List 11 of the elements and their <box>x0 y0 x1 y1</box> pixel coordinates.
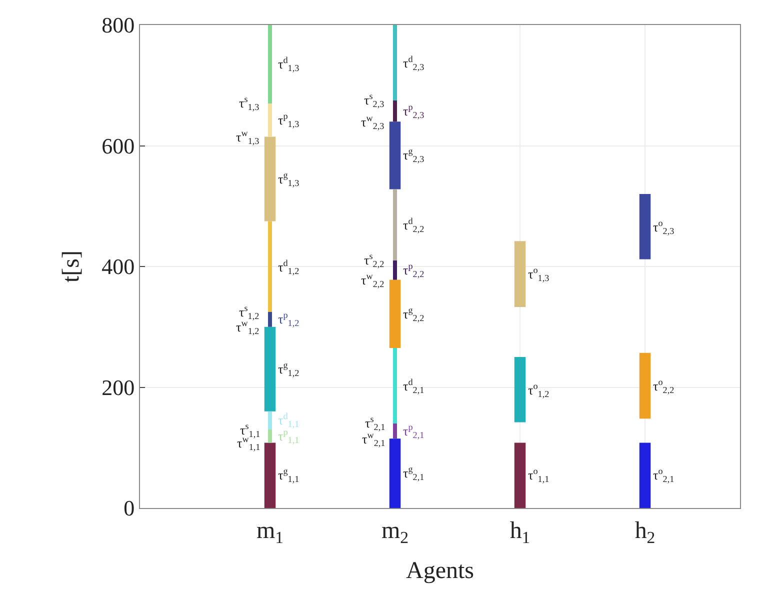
x-tick-label: m$_{2}$ <box>381 518 409 547</box>
y-tick-label: 800 <box>102 12 135 38</box>
y-tick-label: 200 <box>102 374 135 400</box>
y-tick-label: 600 <box>102 133 135 158</box>
x-axis-title: Agents <box>406 558 474 584</box>
x-tick-label: m$_{1}$ <box>256 518 284 547</box>
y-tick-label: 400 <box>102 254 135 280</box>
x-tick-label: h$_{1}$ <box>510 518 530 547</box>
x-tick-label: h$_{2}$ <box>634 518 656 547</box>
y-axis-title: t[s] <box>58 250 85 282</box>
y-tick-label: 0 <box>124 496 135 521</box>
